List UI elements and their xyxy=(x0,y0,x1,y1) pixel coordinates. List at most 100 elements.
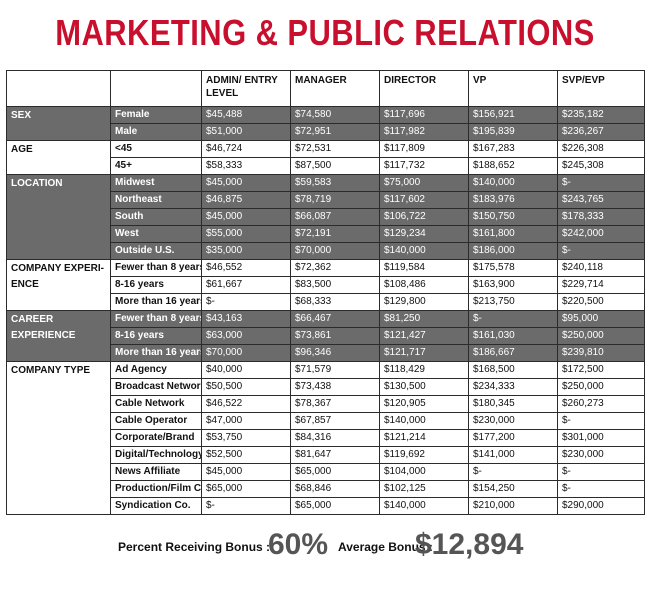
table-row: SEX Female $45,488 $74,580 $117,696 $156,921 $… xyxy=(6,106,645,141)
table-row: More than 16 years $- $68,333 $129,800 $213,… xyxy=(7,293,645,311)
subcategory-cell: Northeast xyxy=(110,191,202,209)
salary-cell-vp: $168,500 xyxy=(468,361,558,379)
salary-cell-director: $129,234 xyxy=(379,225,469,243)
average-bonus-label: Average Bonus : xyxy=(338,540,433,554)
salary-cell-manager: $78,719 xyxy=(290,191,380,209)
salary-cell-vp: $154,250 xyxy=(468,480,558,498)
salary-cell-svp-evp: $95,000 xyxy=(557,310,645,328)
salary-cell-admin-entry-level: $46,724 xyxy=(201,140,291,158)
salary-cell-director: $140,000 xyxy=(379,497,469,515)
salary-cell-manager: $87,500 xyxy=(290,157,380,175)
salary-cell-admin-entry-level: $40,000 xyxy=(201,361,291,379)
salary-cell-admin-entry-level: $58,333 xyxy=(201,157,291,175)
table-group: CAREER EXPERIENCE Fewer than 8 years $43,1… xyxy=(6,310,645,362)
salary-cell-director: $140,000 xyxy=(379,412,469,430)
subcategory-cell: Corporate/Brand xyxy=(110,429,202,447)
salary-cell-director: $119,692 xyxy=(379,446,469,464)
salary-cell-manager: $84,316 xyxy=(290,429,380,447)
table-row: Northeast $46,875 $78,719 $117,602 $183,976 $… xyxy=(7,191,645,209)
table-group: LOCATION Midwest $45,000 $59,583 $75,000 $140… xyxy=(6,174,645,260)
salary-cell-svp-evp: $178,333 xyxy=(557,208,645,226)
bonus-percent-label: Percent Receiving Bonus : xyxy=(118,540,271,554)
salary-cell-admin-entry-level: $51,000 xyxy=(201,123,291,141)
salary-cell-vp: $156,921 xyxy=(468,106,558,124)
salary-cell-vp: $150,750 xyxy=(468,208,558,226)
salary-cell-director: $102,125 xyxy=(379,480,469,498)
category-cell: COMPANY TYPE xyxy=(6,361,111,515)
salary-cell-manager: $83,500 xyxy=(290,276,380,294)
salary-cell-vp: $141,000 xyxy=(468,446,558,464)
subcategory-cell: Production/Film Co. xyxy=(110,480,202,498)
salary-cell-manager: $73,438 xyxy=(290,378,380,396)
salary-cell-svp-evp: $243,765 xyxy=(557,191,645,209)
header-cell-vp: VP xyxy=(468,70,558,107)
salary-cell-vp: $188,652 xyxy=(468,157,558,175)
salary-cell-svp-evp: $- xyxy=(557,242,645,260)
salary-cell-vp: $210,000 xyxy=(468,497,558,515)
salary-cell-svp-evp: $- xyxy=(557,174,645,192)
salary-cell-admin-entry-level: $63,000 xyxy=(201,327,291,345)
salary-cell-admin-entry-level: $46,522 xyxy=(201,395,291,413)
salary-cell-admin-entry-level: $43,163 xyxy=(201,310,291,328)
salary-cell-vp: $163,900 xyxy=(468,276,558,294)
salary-cell-admin-entry-level: $35,000 xyxy=(201,242,291,260)
salary-cell-svp-evp: $245,308 xyxy=(557,157,645,175)
salary-cell-vp: $183,976 xyxy=(468,191,558,209)
header-cell-manager: MANAGER xyxy=(290,70,380,107)
header-cell-admin-entry-level: ADMIN/ ENTRY LEVEL xyxy=(201,70,291,107)
salary-cell-manager: $72,191 xyxy=(290,225,380,243)
subcategory-cell: Fewer than 8 years xyxy=(110,259,202,277)
salary-cell-director: $129,800 xyxy=(379,293,469,311)
table-row: 8-16 years $63,000 $73,861 $121,427 $161,030… xyxy=(7,327,645,345)
subcategory-cell: 8-16 years xyxy=(110,276,202,294)
salary-cell-manager: $65,000 xyxy=(290,463,380,481)
table-group: COMPANY TYPE Ad Agency $40,000 $71,579 $118,… xyxy=(6,361,645,515)
salary-cell-admin-entry-level: $46,875 xyxy=(201,191,291,209)
subcategory-cell: Broadcast Network xyxy=(110,378,202,396)
salary-cell-manager: $66,087 xyxy=(290,208,380,226)
salary-cell-admin-entry-level: $45,000 xyxy=(201,174,291,192)
salary-cell-manager: $67,857 xyxy=(290,412,380,430)
subcategory-cell: Cable Operator xyxy=(110,412,202,430)
salary-cell-director: $118,429 xyxy=(379,361,469,379)
salary-cell-director: $121,427 xyxy=(379,327,469,345)
salary-cell-svp-evp: $226,308 xyxy=(557,140,645,158)
salary-cell-director: $108,486 xyxy=(379,276,469,294)
subcategory-cell: West xyxy=(110,225,202,243)
subcategory-cell: 45+ xyxy=(110,157,202,175)
salary-cell-manager: $74,580 xyxy=(290,106,380,124)
table-row: COMPANY TYPE Ad Agency $40,000 $71,579 $118,… xyxy=(6,361,645,515)
salary-cell-vp: $161,800 xyxy=(468,225,558,243)
subcategory-cell: Ad Agency xyxy=(110,361,202,379)
salary-cell-vp: $- xyxy=(468,463,558,481)
subcategory-cell: Female xyxy=(110,106,202,124)
average-bonus-value: $12,894 xyxy=(415,528,524,561)
salary-cell-svp-evp: $250,000 xyxy=(557,378,645,396)
salary-cell-manager: $59,583 xyxy=(290,174,380,192)
salary-table: ADMIN/ ENTRY LEVEL MANAGER DIRECTOR VP S… xyxy=(6,70,645,515)
subcategory-cell: News Affiliate xyxy=(110,463,202,481)
page-title: MARKETING & PUBLIC RELATIONS xyxy=(55,12,595,53)
salary-cell-director: $130,500 xyxy=(379,378,469,396)
salary-cell-director: $106,722 xyxy=(379,208,469,226)
salary-cell-manager: $71,579 xyxy=(290,361,380,379)
subcategory-cell: South xyxy=(110,208,202,226)
table-group: COMPANY EXPERI-ENCE Fewer than 8 years $46… xyxy=(6,259,645,311)
subcategory-cell: 8-16 years xyxy=(110,327,202,345)
salary-cell-manager: $96,346 xyxy=(290,344,380,362)
salary-cell-svp-evp: $235,182 xyxy=(557,106,645,124)
salary-cell-svp-evp: $220,500 xyxy=(557,293,645,311)
subcategory-cell: Outside U.S. xyxy=(110,242,202,260)
table-group: AGE <45 $46,724 $72,531 $117,809 $167,283 $226… xyxy=(6,140,645,175)
salary-cell-director: $81,250 xyxy=(379,310,469,328)
salary-cell-vp: $161,030 xyxy=(468,327,558,345)
salary-cell-director: $121,214 xyxy=(379,429,469,447)
salary-cell-vp: $186,000 xyxy=(468,242,558,260)
salary-cell-vp: $186,667 xyxy=(468,344,558,362)
salary-cell-vp: $177,200 xyxy=(468,429,558,447)
subcategory-cell: More than 16 years xyxy=(110,293,202,311)
salary-cell-vp: $234,333 xyxy=(468,378,558,396)
salary-cell-admin-entry-level: $45,000 xyxy=(201,463,291,481)
salary-cell-vp: $167,283 xyxy=(468,140,558,158)
subcategory-cell: Syndication Co. xyxy=(110,497,202,515)
